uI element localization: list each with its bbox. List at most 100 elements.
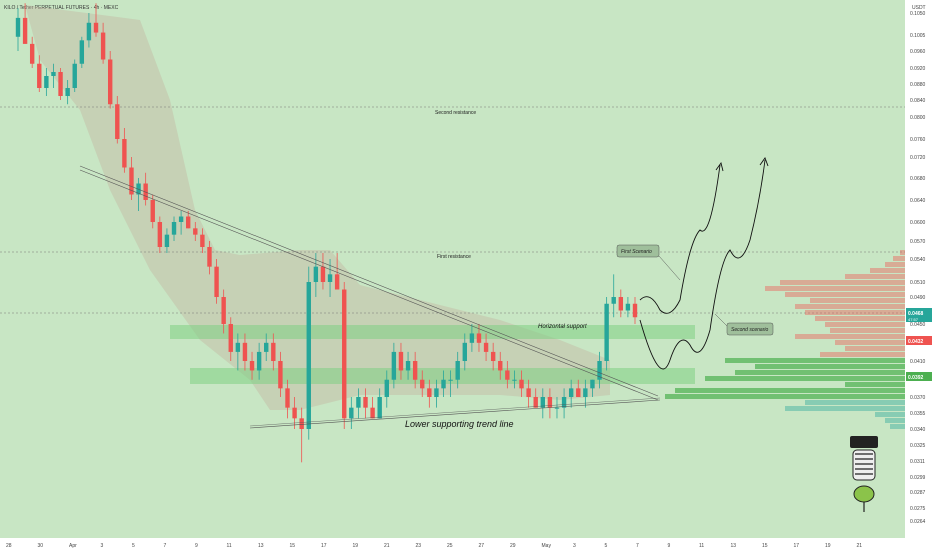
candle-body	[122, 139, 127, 168]
countdown-text: 47:57	[908, 317, 919, 322]
candle-body	[398, 351, 404, 371]
price-tick-label: 0.0370	[910, 395, 926, 401]
candle-body	[412, 361, 418, 380]
price-tick-label: 0.0410	[910, 359, 926, 365]
volume-profile-bar	[785, 406, 905, 411]
lower-trend-line	[249, 399, 661, 429]
time-tick-label: 21	[384, 543, 390, 549]
candle-body	[576, 388, 581, 397]
candle-body	[498, 361, 503, 371]
candle-body	[15, 17, 21, 37]
price-tick-label: 0.0720	[910, 155, 926, 161]
time-tick-label: 19	[825, 543, 831, 549]
candle-body	[51, 72, 56, 76]
support-price-text-2: 0.0392	[908, 375, 924, 381]
volume-profile-bar	[830, 328, 905, 333]
candle-body	[455, 361, 460, 380]
time-tick-label: 11	[227, 543, 232, 549]
time-tick-label: 11	[699, 543, 704, 549]
candle-body	[313, 266, 319, 282]
time-tick-label: 28	[6, 543, 12, 549]
descending-trend-line-2	[79, 169, 659, 401]
horizontal-support-zone	[170, 325, 695, 339]
volume-profile-bar	[665, 394, 905, 399]
second-scenario-pointer	[714, 313, 728, 327]
time-tick-label: 3	[101, 543, 104, 549]
time-tick-label: 25	[447, 543, 453, 549]
candle-body	[58, 72, 63, 96]
candle-body	[271, 342, 276, 361]
candle-body	[299, 418, 304, 429]
volume-profile-bar	[825, 322, 905, 327]
candle-body	[320, 266, 326, 282]
support-price-text: 0.0432	[908, 339, 924, 345]
time-tick-label: 27	[479, 543, 485, 549]
ichimoku-cloud	[25, 5, 610, 410]
time-tick-label: 17	[794, 543, 800, 549]
candle-body	[349, 407, 354, 419]
candle-body	[370, 407, 375, 419]
volume-profile-bar	[755, 364, 905, 369]
descending-trend-line	[79, 165, 659, 397]
time-tick-label: 3	[573, 543, 576, 549]
support-price-badge-2	[906, 372, 932, 381]
volume-profile-bar	[725, 358, 905, 363]
candle-body	[306, 282, 311, 429]
candle-body	[37, 63, 42, 88]
candle-body	[22, 17, 28, 44]
first-resistance-label: First resistance	[437, 254, 471, 260]
time-tick-label: 13	[731, 543, 737, 549]
candle-body	[356, 397, 361, 408]
candle-body	[79, 40, 85, 64]
candle-body	[462, 342, 467, 361]
price-tick-label: 0.0325	[910, 443, 926, 449]
price-tick-label: 0.0840	[910, 98, 926, 104]
candle-body	[505, 370, 510, 380]
volume-profile-bar	[785, 292, 905, 297]
time-tick-label: May	[542, 543, 552, 549]
price-axis-panel	[905, 0, 932, 550]
candle-body	[342, 289, 347, 419]
price-tick-label: 0.0800	[910, 115, 926, 121]
candle-body	[292, 407, 297, 419]
candle-body	[44, 76, 49, 88]
second-scenario-callout	[726, 322, 774, 336]
candle-body	[384, 379, 389, 397]
candle-body	[29, 43, 35, 64]
first-scenario-label: First Scenario	[621, 249, 652, 255]
volume-profile-bar	[820, 352, 905, 357]
candle-body	[434, 388, 439, 397]
second-resistance-label: Second resistance	[435, 110, 476, 116]
candle-body	[228, 324, 233, 352]
candle-body	[597, 361, 602, 380]
price-tick-label: 0.0510	[910, 280, 926, 286]
time-tick-label: 5	[605, 543, 608, 549]
first-scenario-pointer	[658, 255, 681, 281]
volume-profile-bar	[815, 316, 905, 321]
price-tick-label: 0.1050	[910, 11, 926, 17]
price-tick-label: 0.0640	[910, 198, 926, 204]
support-price-badge	[906, 336, 932, 345]
time-tick-label: 21	[857, 543, 863, 549]
time-tick-label: 15	[762, 543, 768, 549]
candle-body	[285, 388, 290, 408]
second-scenario-arrow	[759, 157, 769, 167]
time-tick-label: 13	[258, 543, 264, 549]
candle-body	[604, 303, 609, 361]
candle-body	[143, 183, 148, 200]
candle-body	[129, 167, 134, 195]
candle-body	[441, 379, 446, 389]
price-tick-label: 0.0760	[910, 137, 926, 143]
lower-trend-label: Lower supporting trend line	[405, 419, 514, 429]
candle-body	[115, 104, 120, 139]
candle-body	[583, 388, 588, 397]
time-tick-label: Apr	[69, 543, 77, 549]
horizontal-support-label: Horizontal support	[538, 324, 587, 330]
candle-body	[214, 266, 219, 297]
candle-body	[242, 342, 248, 361]
candle-body	[540, 397, 546, 408]
volume-profile-bar	[805, 310, 905, 315]
candle-body	[164, 234, 170, 247]
candle-body	[405, 361, 411, 371]
